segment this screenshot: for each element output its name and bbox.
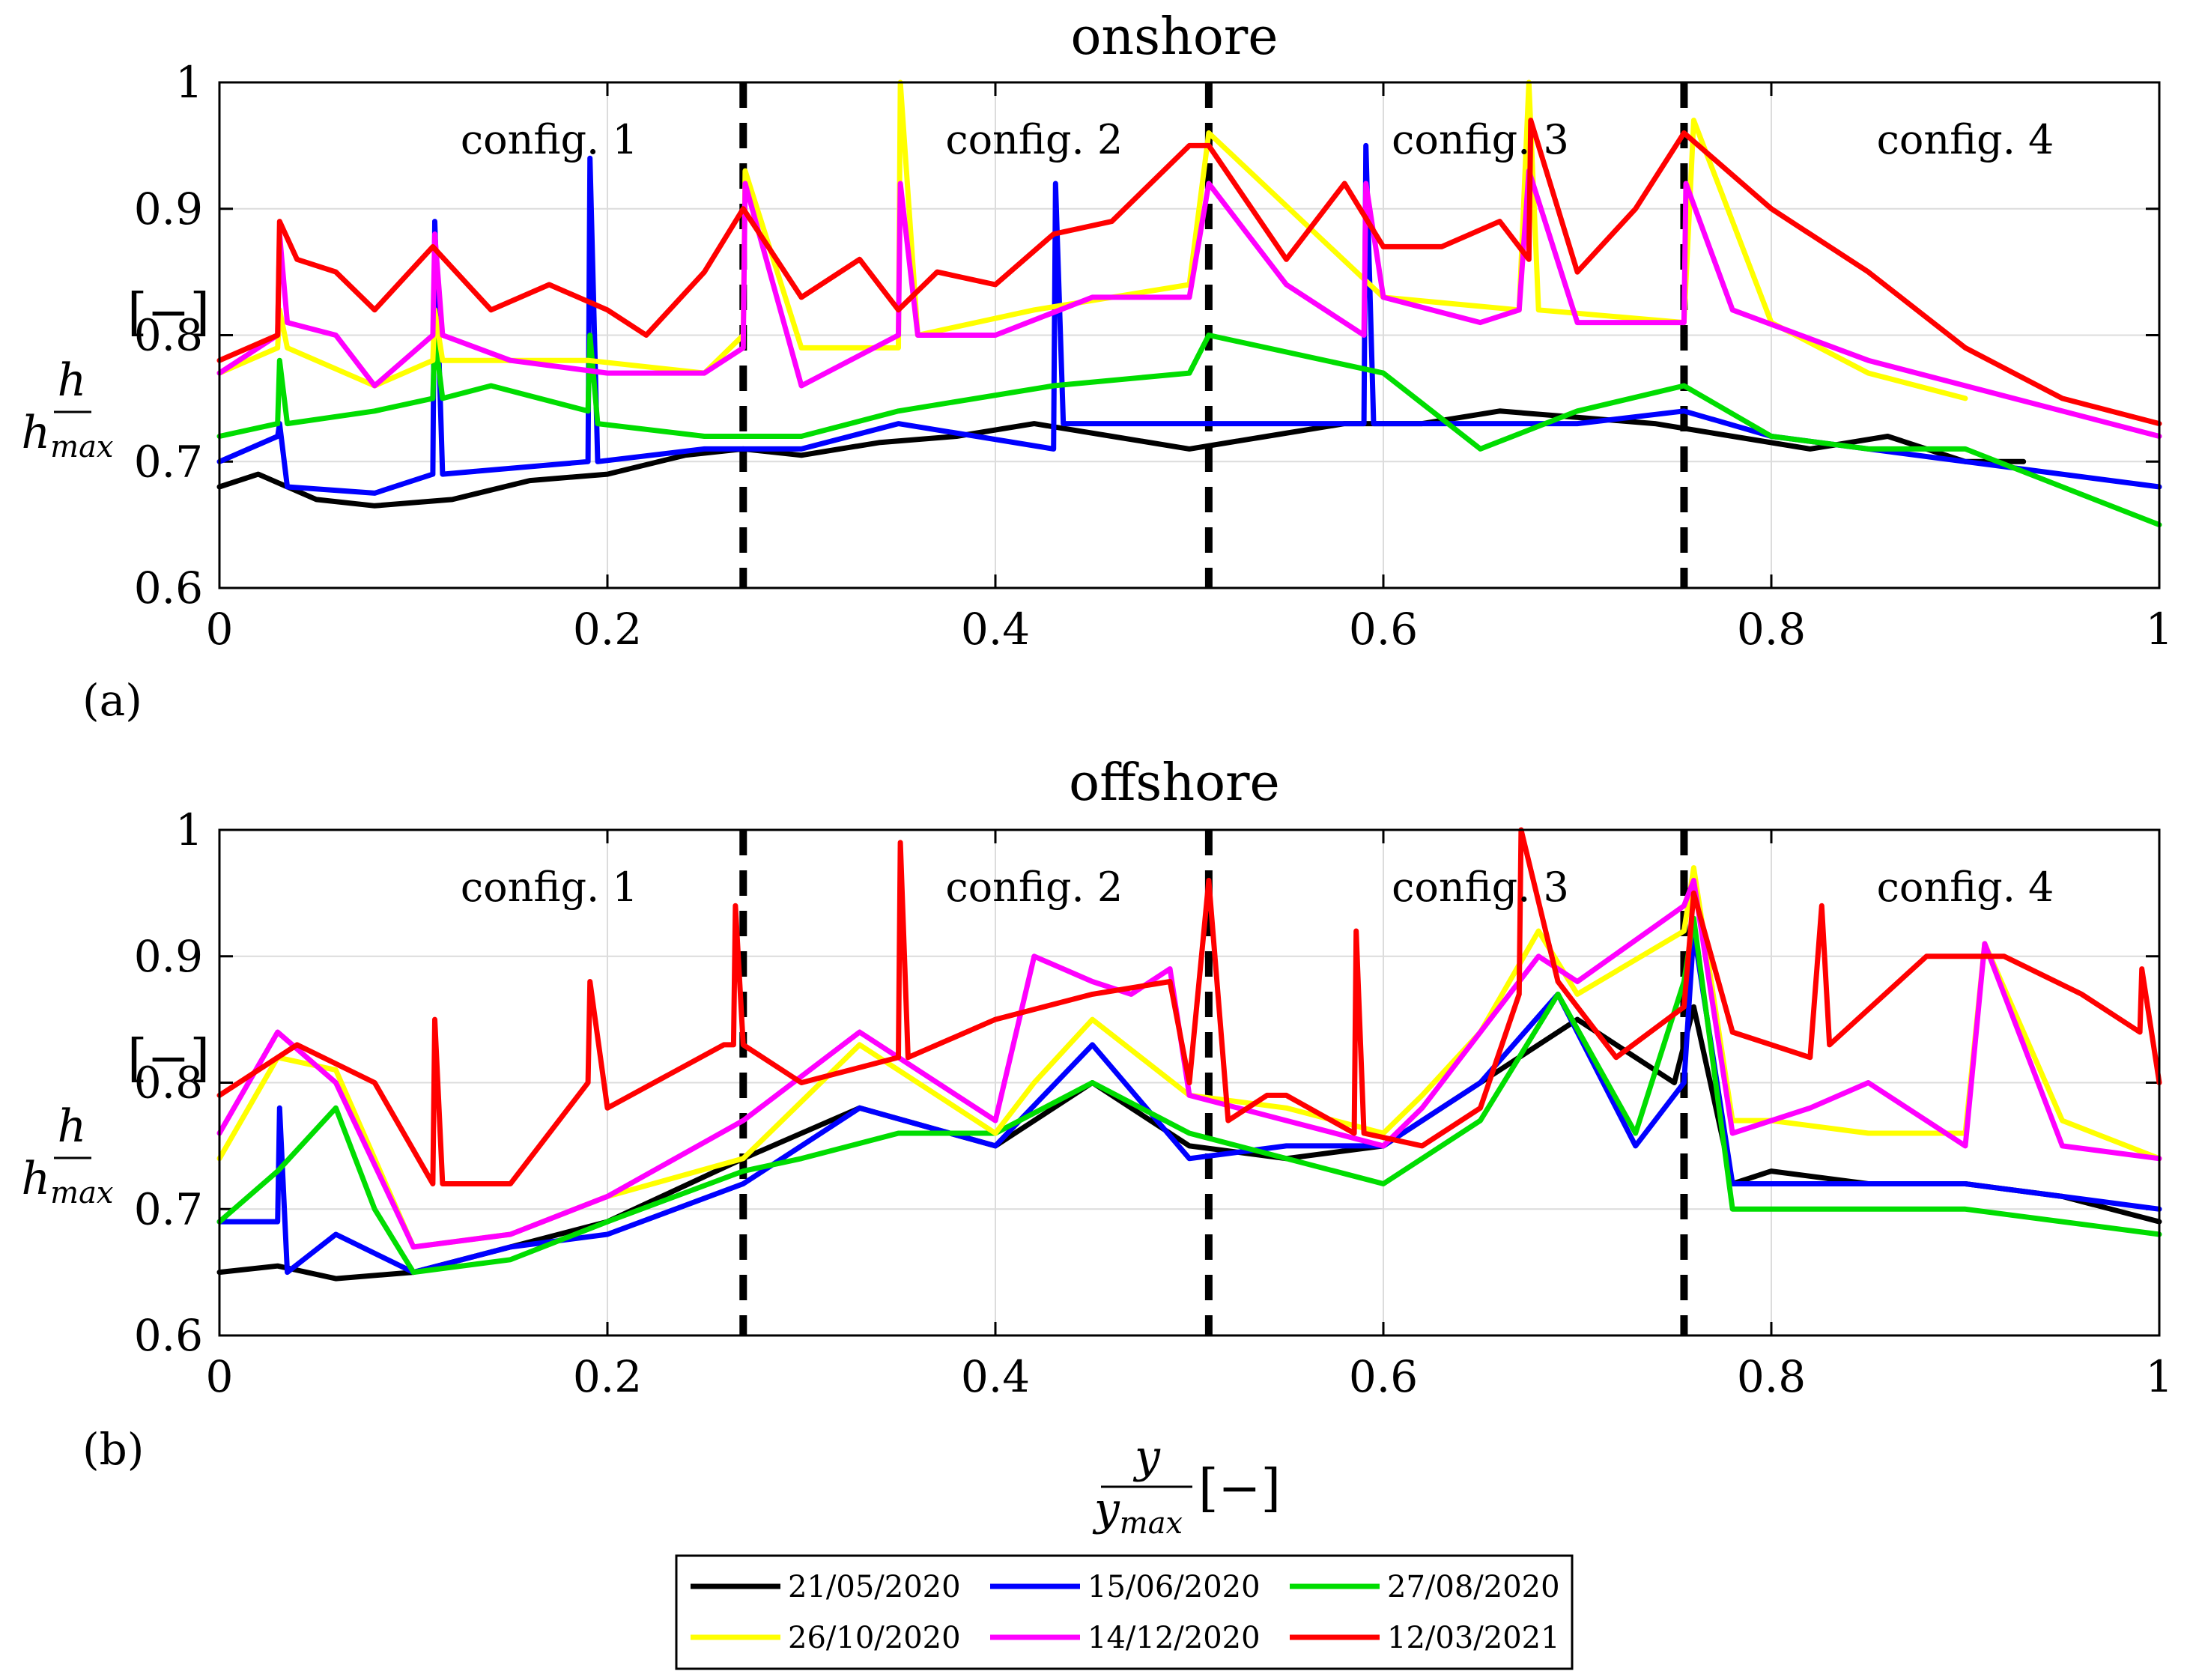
x-tick-labels: 0 0.2 0.4 0.6 0.8 1 xyxy=(206,1351,2174,1402)
y-label-denominator: hmax xyxy=(22,407,114,464)
legend-label: 21/05/2020 xyxy=(788,1570,961,1604)
series-line-21-05-2020 xyxy=(216,408,2027,509)
legend: 21/05/2020 15/06/2020 27/08/2020 26/10/2020… xyxy=(675,1554,1574,1670)
x-tick-label: 0.8 xyxy=(1737,604,1806,655)
x-tick-label: 0 xyxy=(206,1351,234,1402)
x-tick-label: 0.4 xyxy=(961,1351,1030,1402)
x-label-den-base: y xyxy=(1092,1483,1120,1535)
config-label: config. 2 xyxy=(945,864,1123,911)
y-axis-label: h hmax [−] xyxy=(22,1029,210,1210)
y-label-numerator: h xyxy=(58,1100,87,1153)
legend-label: 26/10/2020 xyxy=(788,1621,961,1655)
x-label-den-sub: max xyxy=(1120,1506,1183,1541)
plot-frame xyxy=(218,81,2161,589)
x-tick-label: 1 xyxy=(2146,604,2174,655)
series-line-12-03-2021 xyxy=(216,118,2162,427)
x-tick-label: 0.6 xyxy=(1349,604,1418,655)
y-tick-label: 1 xyxy=(175,57,203,108)
y-label-den-base: h xyxy=(22,1153,51,1205)
y-label-unit: [−] xyxy=(127,1029,210,1088)
panel-label: (b) xyxy=(82,1424,144,1475)
y-tick-label: 0.7 xyxy=(134,1183,203,1234)
y-label-numerator: h xyxy=(58,354,87,407)
x-label-numerator: y xyxy=(1132,1431,1161,1483)
y-tick-label: 0.9 xyxy=(134,931,203,982)
series-line-27-08-2020 xyxy=(216,333,2162,528)
y-tick-label: 0.6 xyxy=(134,1310,203,1361)
x-label-unit: [−] xyxy=(1198,1459,1281,1518)
y-tick-label: 0.7 xyxy=(134,436,203,487)
y-tick-label: 0.6 xyxy=(134,562,203,613)
y-label-den-sub: max xyxy=(50,430,113,464)
x-tick-label: 0.4 xyxy=(961,604,1030,655)
legend-box xyxy=(675,1554,1574,1670)
series-line-27-08-2020 xyxy=(216,915,2162,1276)
x-tick-label: 1 xyxy=(2146,1351,2174,1402)
x-label-denominator: ymax xyxy=(1092,1483,1183,1541)
legend-label: 14/12/2020 xyxy=(1088,1621,1261,1655)
config-label: config. 3 xyxy=(1392,864,1569,911)
y-tick-labels: 0.6 0.7 0.8 0.9 1 xyxy=(134,804,203,1361)
panel-title: offshore xyxy=(1069,753,1280,813)
legend-label: 15/06/2020 xyxy=(1088,1570,1261,1604)
config-label: config. 4 xyxy=(1877,864,2054,911)
x-tick-labels: 0 0.2 0.4 0.6 0.8 1 xyxy=(206,604,2174,655)
y-label-den-sub: max xyxy=(50,1176,113,1210)
x-tick-label: 0.8 xyxy=(1737,1351,1806,1402)
panel-offshore: offshore 0 0.2 0.4 0.6 0.8 1 0.6 0.7 0.8 0.9 1 co… xyxy=(22,753,2174,1475)
config-label: config. 4 xyxy=(1877,116,2054,163)
legend-label: 27/08/2020 xyxy=(1387,1570,1560,1604)
y-axis-label: h hmax [−] xyxy=(22,283,210,464)
x-tick-label: 0 xyxy=(206,604,234,655)
x-tick-label: 0.6 xyxy=(1349,1351,1418,1402)
y-tick-label: 0.8 xyxy=(134,1058,203,1109)
series-group xyxy=(216,827,2162,1282)
y-label-den-base: h xyxy=(22,407,51,459)
series-line-14-12-2020 xyxy=(216,168,2162,439)
y-tick-label: 0.9 xyxy=(134,184,203,234)
config-label: config. 1 xyxy=(461,116,638,163)
config-label: config. 1 xyxy=(461,864,638,911)
y-label-denominator: hmax xyxy=(22,1153,114,1210)
y-label-unit: [−] xyxy=(127,283,210,342)
series-line-14-12-2020 xyxy=(216,878,2162,1250)
x-tick-label: 0.2 xyxy=(573,604,642,655)
panel-label: (a) xyxy=(82,675,142,726)
plot-frame xyxy=(218,828,2161,1337)
config-labels: config. 1 config. 2 config. 3 config. 4 xyxy=(461,864,2054,911)
series-group xyxy=(216,79,2162,528)
config-label: config. 2 xyxy=(945,116,1123,163)
y-tick-label: 1 xyxy=(175,804,203,855)
panel-onshore: onshore 0 0.2 0.4 0.6 0.8 1 0.6 0.7 0.8 0.9 1 con… xyxy=(22,7,2174,726)
series-line-15-06-2020 xyxy=(216,928,2162,1276)
panel-title: onshore xyxy=(1070,7,1278,67)
config-labels: config. 1 config. 2 config. 3 config. 4 xyxy=(461,116,2054,163)
x-tick-label: 0.2 xyxy=(573,1351,642,1402)
x-axis-label: y ymax [−] xyxy=(1092,1431,1281,1541)
y-tick-label: 0.8 xyxy=(134,310,203,361)
config-label: config. 3 xyxy=(1392,116,1569,163)
series-line-12-03-2021 xyxy=(216,827,2162,1186)
y-tick-labels: 0.6 0.7 0.8 0.9 1 xyxy=(134,57,203,613)
legend-label: 12/03/2021 xyxy=(1387,1621,1560,1655)
